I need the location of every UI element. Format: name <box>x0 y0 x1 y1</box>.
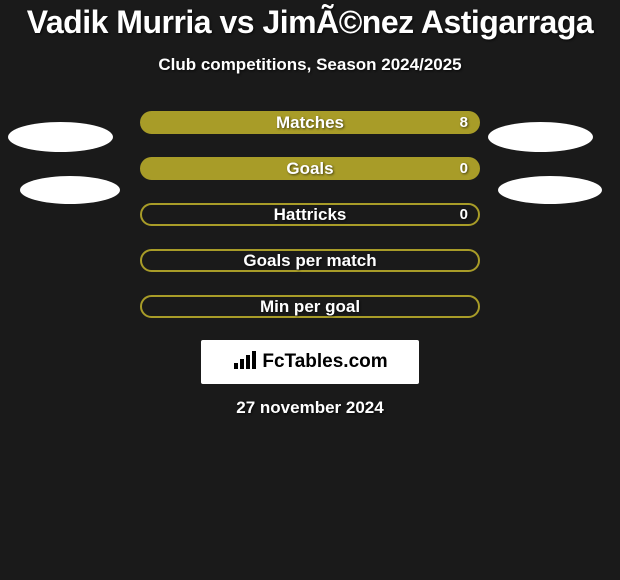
stat-label: Matches <box>276 113 344 133</box>
stat-row: Matches 8 <box>140 111 480 134</box>
stat-row: Hattricks 0 <box>140 203 480 226</box>
stat-label: Hattricks <box>274 205 347 225</box>
generation-date: 27 november 2024 <box>236 398 383 418</box>
season-subtitle: Club competitions, Season 2024/2025 <box>158 55 461 75</box>
stat-row: Min per goal <box>140 295 480 318</box>
comparison-card: Vadik Murria vs JimÃ©nez Astigarraga Clu… <box>0 0 620 418</box>
stat-label: Goals <box>286 159 333 179</box>
brand-text: FcTables.com <box>262 351 387 373</box>
bar-chart-icon <box>232 349 258 376</box>
stat-label: Min per goal <box>260 297 360 317</box>
page-title: Vadik Murria vs JimÃ©nez Astigarraga <box>27 4 593 41</box>
stat-label: Goals per match <box>243 251 376 271</box>
player-avatar <box>498 176 602 204</box>
player-avatar <box>8 122 113 152</box>
stat-value-right: 0 <box>460 206 468 223</box>
player-avatar <box>488 122 593 152</box>
stat-value-right: 0 <box>460 160 468 177</box>
stat-value-right: 8 <box>460 114 468 131</box>
player-avatar <box>20 176 120 204</box>
stat-row: Goals per match <box>140 249 480 272</box>
brand-badge[interactable]: FcTables.com <box>201 340 419 384</box>
stat-row: Goals 0 <box>140 157 480 180</box>
